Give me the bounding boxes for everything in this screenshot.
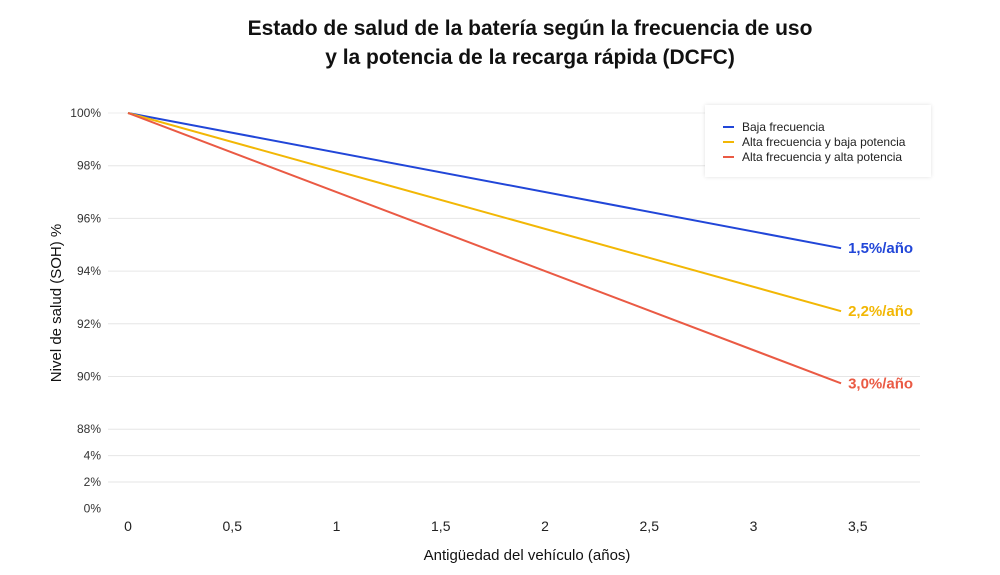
y-tick-label: 100% [70,106,101,120]
x-axis-label: Antigüedad del vehículo (años) [424,547,631,564]
chart-title-line-2: y la potencia de la recarga rápida (DCFC… [325,46,735,69]
legend-label: Alta frecuencia y baja potencia [742,135,906,149]
x-tick-label: 3 [750,518,758,534]
series-end-label: 2,2%/año [848,303,913,320]
legend-swatch [723,126,734,128]
y-tick-label: 0% [84,501,102,515]
legend-item: Alta frecuencia y baja potencia [723,135,905,149]
legend-swatch [723,141,734,143]
x-tick-label: 2 [541,518,549,534]
y-tick-label: 88% [77,422,101,436]
x-tick-label: 2,5 [640,518,660,534]
series-end-label: 1,5%/año [848,240,913,257]
x-tick-label: 0 [124,518,132,534]
legend-label: Baja frecuencia [742,120,825,134]
y-axis-label: Nivel de salud (SOH) % [48,224,65,382]
series-end-label: 3,0%/año [848,375,913,392]
legend-item: Baja frecuencia [723,120,825,134]
chart-title: Estado de salud de la batería según la f… [0,14,1000,72]
x-tick-label: 0,5 [223,518,243,534]
legend-item: Alta frecuencia y alta potencia [723,150,902,164]
series-line-2 [127,112,842,313]
y-tick-label: 98% [77,159,101,173]
legend-swatch [723,156,734,158]
legend-label: Alta frecuencia y alta potencia [742,150,903,164]
y-tick-label: 94% [77,264,101,278]
y-tick-label: 4% [84,449,102,463]
x-tick-label: 1,5 [431,518,451,534]
x-tick-label: 3,5 [848,518,868,534]
y-tick-label: 92% [77,317,101,331]
series-line-3 [127,112,842,385]
y-tick-label: 2% [84,475,102,489]
y-tick-label: 96% [77,211,101,225]
legend: Baja frecuencia Alta frecuencia y baja po… [705,105,931,177]
x-tick-label: 1 [333,518,341,534]
series-line-1 [127,112,842,250]
chart-title-line-1: Estado de salud de la batería según la f… [247,17,813,40]
y-tick-label: 90% [77,370,101,384]
